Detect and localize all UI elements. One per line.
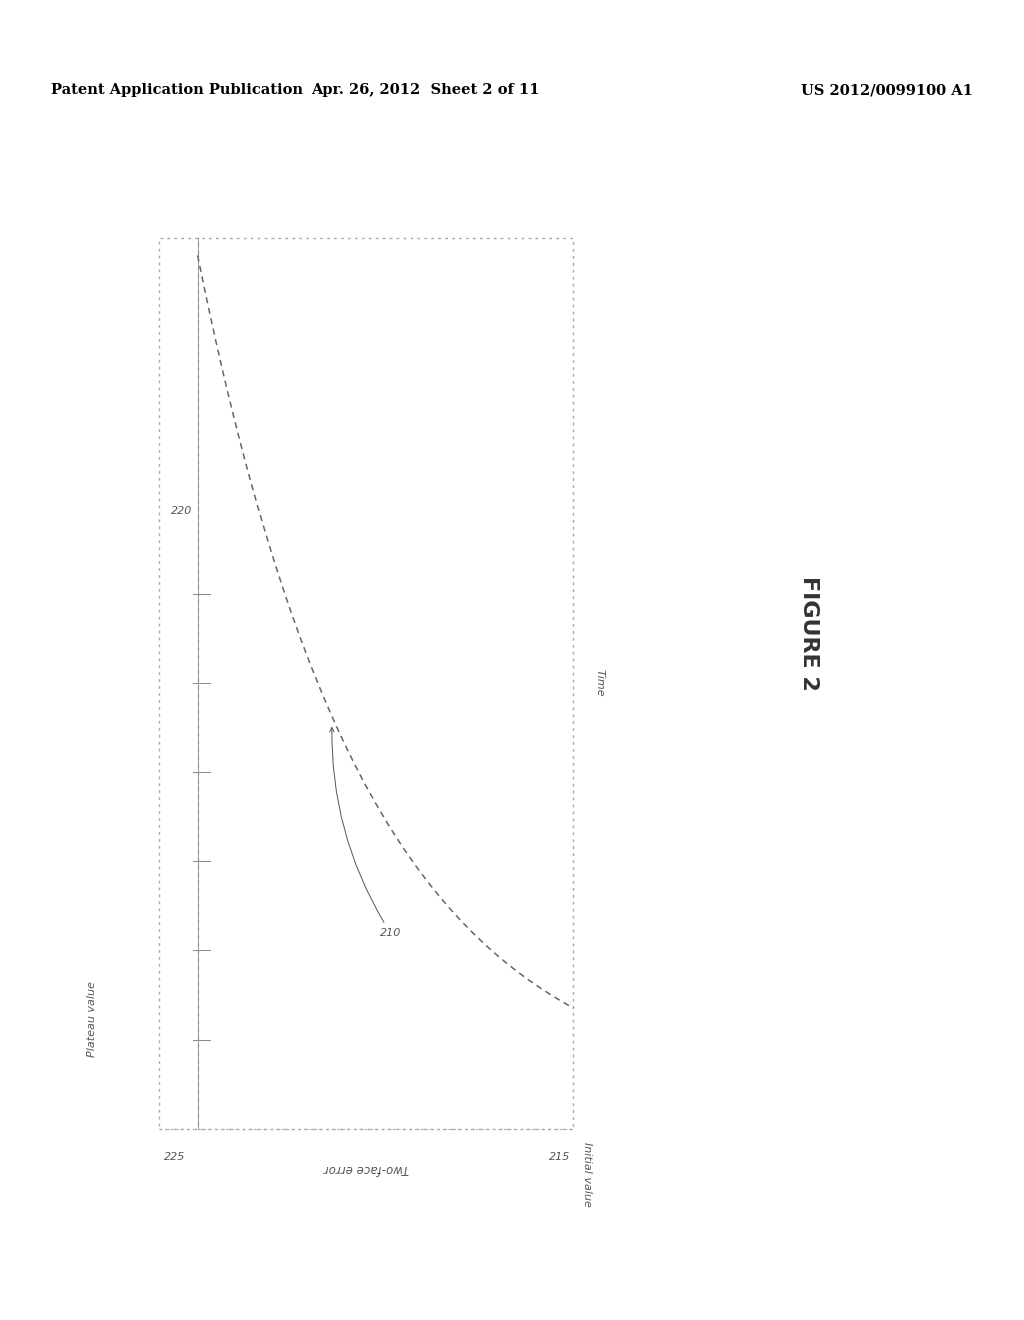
Text: 210: 210 xyxy=(330,727,400,937)
Text: Time: Time xyxy=(594,669,604,697)
Text: Patent Application Publication: Patent Application Publication xyxy=(51,83,303,96)
Text: Initial value: Initial value xyxy=(582,1142,592,1206)
Text: 220: 220 xyxy=(171,506,193,516)
Text: Plateau value: Plateau value xyxy=(87,982,97,1057)
Text: US 2012/0099100 A1: US 2012/0099100 A1 xyxy=(801,83,973,96)
Text: 225: 225 xyxy=(164,1152,185,1163)
Text: FIGURE 2: FIGURE 2 xyxy=(799,577,819,690)
Text: Apr. 26, 2012  Sheet 2 of 11: Apr. 26, 2012 Sheet 2 of 11 xyxy=(310,83,540,96)
Text: Two-face error: Two-face error xyxy=(324,1162,409,1175)
Text: 215: 215 xyxy=(549,1152,570,1163)
